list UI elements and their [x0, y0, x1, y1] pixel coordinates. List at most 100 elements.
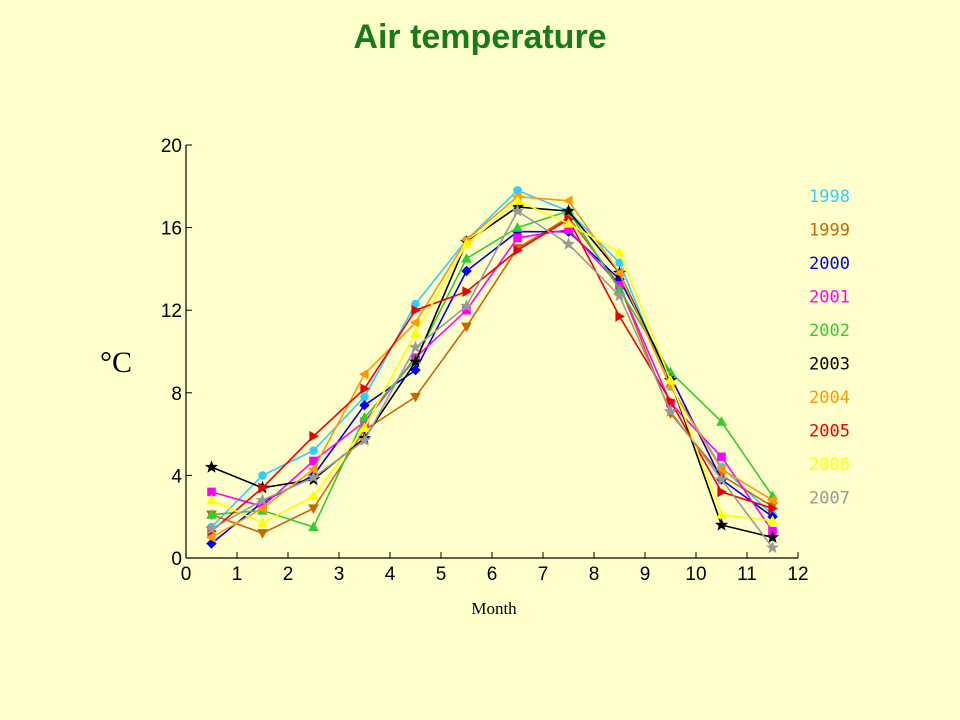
- y-tick-label: 12: [161, 301, 182, 322]
- legend-entry: 1998: [809, 187, 850, 207]
- data-point: [716, 416, 727, 426]
- data-point: [562, 195, 573, 207]
- data-point: [410, 364, 421, 376]
- series-2006: [206, 195, 778, 527]
- data-point: [666, 395, 677, 407]
- data-point: [258, 482, 269, 494]
- data-point: [408, 354, 423, 368]
- data-point: [206, 509, 217, 519]
- data-point: [561, 237, 576, 250]
- series-2001: [207, 225, 777, 536]
- series-2002: [206, 205, 778, 532]
- data-point: [768, 503, 779, 514]
- x-tick-label: 5: [436, 564, 447, 585]
- data-point: [206, 494, 217, 505]
- y-axis-label: °C: [100, 346, 132, 379]
- data-point: [308, 504, 319, 514]
- series-line: [210, 230, 773, 545]
- data-point: [663, 404, 678, 417]
- data-point: [358, 368, 369, 380]
- series-2005: [207, 213, 779, 537]
- series-line: [211, 195, 773, 539]
- y-tick-label: 0: [171, 549, 182, 570]
- data-point: [258, 471, 267, 480]
- x-tick-label: 9: [640, 564, 651, 585]
- data-point: [359, 412, 370, 422]
- x-tick-label: 4: [385, 564, 396, 585]
- data-point: [563, 217, 574, 228]
- data-point: [410, 327, 421, 338]
- data-point: [767, 515, 778, 525]
- data-point: [308, 490, 319, 501]
- x-tick-label: 0: [181, 564, 192, 585]
- data-point: [717, 452, 726, 462]
- data-point: [612, 288, 627, 302]
- data-point: [461, 322, 472, 333]
- data-point: [410, 392, 421, 403]
- data-point: [309, 430, 320, 442]
- y-tick-label: 4: [171, 466, 182, 487]
- x-tick-label: 11: [737, 564, 757, 585]
- legend: 1998 1999 2000 2001 2002 2003 2004 2005 2006 2007: [809, 187, 850, 509]
- x-tick-label: 10: [685, 564, 706, 585]
- data-point: [714, 472, 729, 486]
- legend-entry: 2003: [809, 355, 850, 375]
- data-point: [256, 503, 267, 514]
- series-2003: [204, 200, 780, 543]
- data-point: [461, 253, 472, 263]
- chart-title: Air temperature: [353, 18, 606, 56]
- data-point: [716, 509, 727, 519]
- series-2004: [205, 191, 777, 543]
- data-point: [306, 470, 321, 484]
- y-tick-label: 20: [161, 136, 182, 157]
- data-point: [308, 521, 319, 532]
- legend-entry: 2005: [809, 422, 850, 442]
- series-line: [211, 206, 773, 539]
- data-point: [360, 383, 371, 395]
- x-tick-label: 3: [334, 564, 345, 585]
- x-tick-label: 8: [589, 564, 600, 585]
- legend-entry: 2006: [809, 455, 850, 475]
- y-tick-label: 16: [161, 219, 182, 240]
- x-tick-label: 7: [538, 564, 549, 585]
- data-point: [360, 392, 369, 402]
- y-tick-label: 8: [171, 384, 182, 405]
- data-point: [309, 446, 318, 455]
- data-point: [714, 518, 729, 531]
- legend-entry: 2001: [809, 288, 850, 308]
- data-point: [255, 493, 270, 506]
- series-line: [211, 199, 773, 524]
- data-point: [204, 522, 219, 535]
- data-point: [204, 460, 219, 473]
- legend-entry: 2002: [809, 321, 850, 341]
- data-point: [459, 299, 474, 312]
- data-point: [357, 433, 372, 446]
- series-2007: [204, 204, 780, 554]
- x-tick-label: 1: [232, 564, 243, 585]
- series-line: [211, 228, 774, 532]
- data-point: [717, 486, 728, 498]
- data-point: [766, 494, 777, 506]
- data-point: [462, 286, 473, 297]
- data-point: [307, 463, 318, 475]
- series-line: [210, 218, 773, 532]
- x-tick-label: 2: [283, 564, 294, 585]
- data-point: [461, 238, 472, 249]
- data-point: [408, 340, 423, 353]
- data-point: [513, 244, 524, 256]
- data-point: [359, 399, 370, 411]
- legend-entry: 1999: [809, 221, 850, 241]
- data-point: [715, 463, 726, 475]
- data-point: [613, 267, 624, 279]
- data-point: [359, 422, 370, 433]
- data-point: [257, 529, 268, 539]
- legend-entry: 2007: [809, 489, 850, 509]
- series-1999: [206, 213, 778, 539]
- data-point: [510, 204, 525, 217]
- series-group: [204, 186, 780, 554]
- data-point: [614, 246, 625, 257]
- data-point: [411, 304, 422, 316]
- series-line: [211, 209, 774, 549]
